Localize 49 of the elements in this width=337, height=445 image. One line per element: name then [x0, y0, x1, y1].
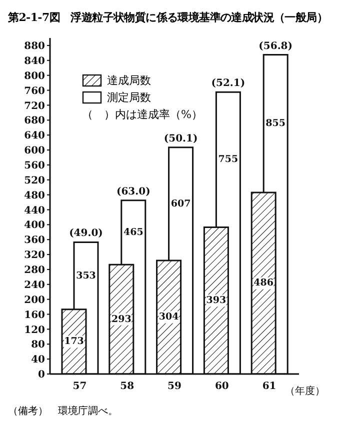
x-tick-label: 57: [72, 381, 87, 392]
annotation: (56.8): [258, 40, 293, 52]
data-label: 304: [158, 312, 180, 323]
y-tick-label: 120: [24, 324, 46, 336]
data-label: 173: [64, 336, 84, 348]
annotation: (63.0): [116, 186, 150, 198]
y-tick-label: 440: [24, 205, 46, 216]
y-tick-label: 400: [24, 220, 46, 232]
data-label: 465: [123, 226, 144, 238]
annotation: (49.0): [69, 228, 103, 240]
y-tick-label: 840: [24, 56, 46, 67]
y-tick-label: 240: [24, 280, 46, 291]
data-label: 486: [254, 278, 274, 289]
chart-title: 第2-1-7図 浮遊粒子状物質に係る環境基準の達成状況（一般局）: [8, 10, 328, 26]
y-tick-label: 280: [24, 265, 46, 276]
text: （備考） 環境庁調べ。: [8, 404, 119, 418]
y-tick-label: 560: [24, 160, 46, 172]
legend-label: 測定局数: [107, 90, 151, 106]
y-tick-label: 880: [24, 41, 46, 52]
y-tick-label: 520: [24, 175, 46, 186]
data-label: 393: [206, 295, 226, 306]
data-label: 353: [76, 270, 96, 282]
y-tick-label: 640: [24, 130, 46, 142]
y-tick-label: 480: [24, 190, 46, 202]
data-label: 607: [170, 198, 191, 210]
data-label: 293: [111, 314, 132, 325]
data-label: 855: [266, 118, 286, 130]
y-tick-label: 760: [24, 86, 46, 97]
annotation: （ ）内は達成率（%）: [82, 107, 202, 123]
y-tick-label: 360: [24, 235, 46, 246]
y-tick-label: 600: [24, 146, 46, 157]
y-tick-label: 800: [24, 70, 46, 82]
x-tick-label: 61: [262, 381, 276, 392]
y-tick-label: 680: [24, 116, 46, 127]
data-label: 755: [218, 154, 238, 166]
y-tick-label: 160: [24, 310, 46, 321]
y-tick-label: 320: [24, 250, 46, 262]
y-tick-label: 0: [38, 370, 46, 381]
x-axis-title: （年度）: [285, 385, 325, 397]
y-tick-label: 720: [24, 100, 46, 112]
x-tick-label: 58: [120, 381, 134, 392]
y-tick-label: 200: [24, 294, 46, 306]
annotation: (52.1): [211, 78, 246, 90]
annotation: (50.1): [164, 133, 198, 144]
y-tick-label: 80: [31, 340, 46, 351]
legend-label: 達成局数: [107, 73, 151, 89]
y-tick-label: 40: [31, 354, 46, 366]
x-tick-label: 59: [168, 381, 182, 392]
x-tick-label: 60: [214, 381, 229, 392]
